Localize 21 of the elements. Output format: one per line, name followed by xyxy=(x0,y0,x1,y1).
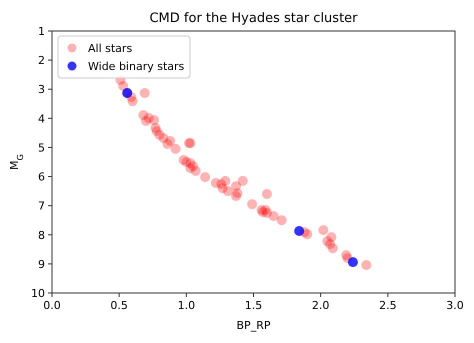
x-axis-title: BP_RP xyxy=(236,319,271,332)
y-tick-label: 8 xyxy=(38,228,45,242)
y-tick-label: 7 xyxy=(38,200,45,213)
y-tick-label: 1 xyxy=(38,25,45,38)
y-tick-label: 3 xyxy=(38,83,45,96)
y-tick-label: 4 xyxy=(38,112,45,126)
y-tick-label: 5 xyxy=(38,141,45,154)
y-tick-label: 9 xyxy=(38,258,45,271)
legend-label: All stars xyxy=(88,42,132,55)
x-tick-label: 1.0 xyxy=(178,299,196,312)
x-tick-label: 2.5 xyxy=(379,299,397,312)
x-tick-label: 2.0 xyxy=(312,299,330,312)
y-tick-label: 10 xyxy=(31,287,45,300)
x-tick-label: 0.0 xyxy=(43,299,61,312)
legend-label: Wide binary stars xyxy=(88,60,185,73)
x-tick-label: 3.0 xyxy=(446,299,464,312)
x-tick-label: 1.5 xyxy=(244,299,262,312)
y-tick-label: 2 xyxy=(38,54,45,68)
y-tick-label: 6 xyxy=(38,170,45,184)
chart-title: CMD for the Hyades star cluster xyxy=(149,11,358,26)
x-tick-label: 0.5 xyxy=(110,299,128,312)
